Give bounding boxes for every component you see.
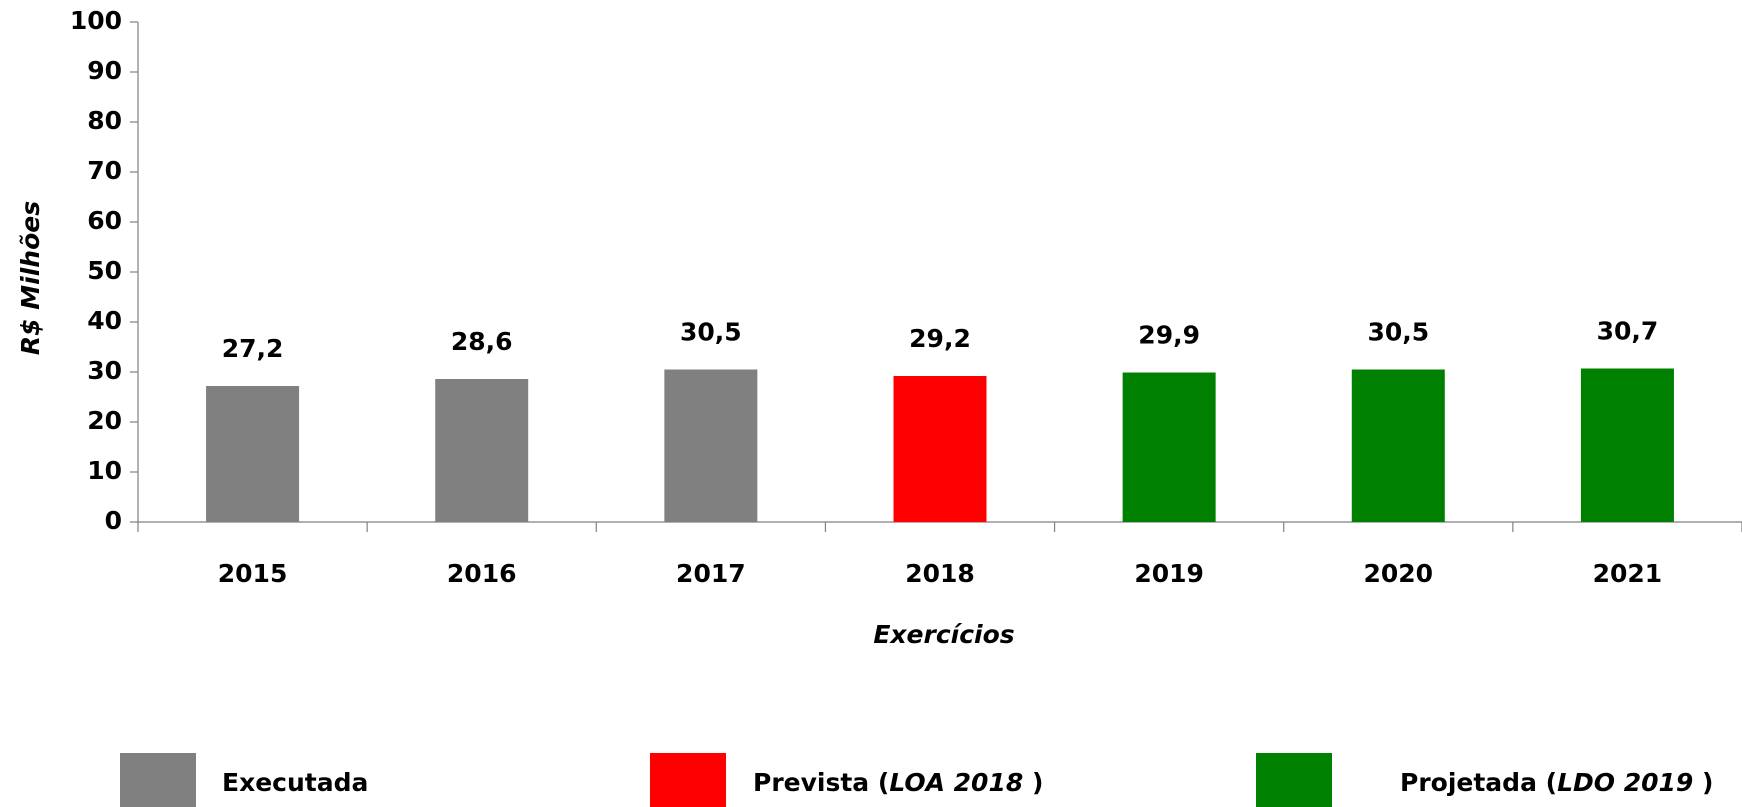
x-tick-label: 2015 xyxy=(218,559,288,588)
data-label: 30,5 xyxy=(1367,318,1429,347)
y-tick-label: 70 xyxy=(87,156,122,185)
data-label: 30,5 xyxy=(680,318,742,347)
x-tick-label: 2021 xyxy=(1593,559,1663,588)
legend-swatch xyxy=(1256,753,1332,807)
y-tick-label: 50 xyxy=(87,256,122,285)
bar xyxy=(1122,372,1216,522)
legend-swatch xyxy=(120,753,196,807)
legend-label: Projetada (LDO 2019 ) xyxy=(1400,768,1713,797)
bar xyxy=(1580,368,1674,522)
y-tick-label: 40 xyxy=(87,306,122,335)
bar xyxy=(893,376,987,522)
data-label: 30,7 xyxy=(1597,317,1659,346)
bar xyxy=(664,369,758,522)
y-tick-label: 80 xyxy=(87,106,122,135)
bar xyxy=(1351,369,1445,522)
y-tick-label: 90 xyxy=(87,56,122,85)
y-axis-label: R$ Milhões xyxy=(16,201,45,355)
bar xyxy=(206,386,300,522)
y-tick-label: 100 xyxy=(70,6,122,35)
legend-swatch xyxy=(650,753,726,807)
y-tick-label: 30 xyxy=(87,356,122,385)
x-tick-label: 2017 xyxy=(676,559,746,588)
bar xyxy=(435,379,529,522)
y-tick-label: 0 xyxy=(105,506,122,535)
x-tick-label: 2016 xyxy=(447,559,517,588)
legend-label: Prevista (LOA 2018 ) xyxy=(753,768,1043,797)
data-label: 28,6 xyxy=(451,327,513,356)
x-tick-label: 2020 xyxy=(1363,559,1433,588)
y-tick-label: 20 xyxy=(87,406,122,435)
data-label: 29,2 xyxy=(909,324,971,353)
data-label: 29,9 xyxy=(1138,321,1200,350)
y-tick-label: 60 xyxy=(87,206,122,235)
x-tick-label: 2018 xyxy=(905,559,975,588)
y-tick-label: 10 xyxy=(87,456,122,485)
x-axis-label: Exercícios xyxy=(873,620,1014,649)
legend-label: Executada xyxy=(222,768,368,797)
x-tick-label: 2019 xyxy=(1134,559,1204,588)
data-label: 27,2 xyxy=(222,334,284,363)
